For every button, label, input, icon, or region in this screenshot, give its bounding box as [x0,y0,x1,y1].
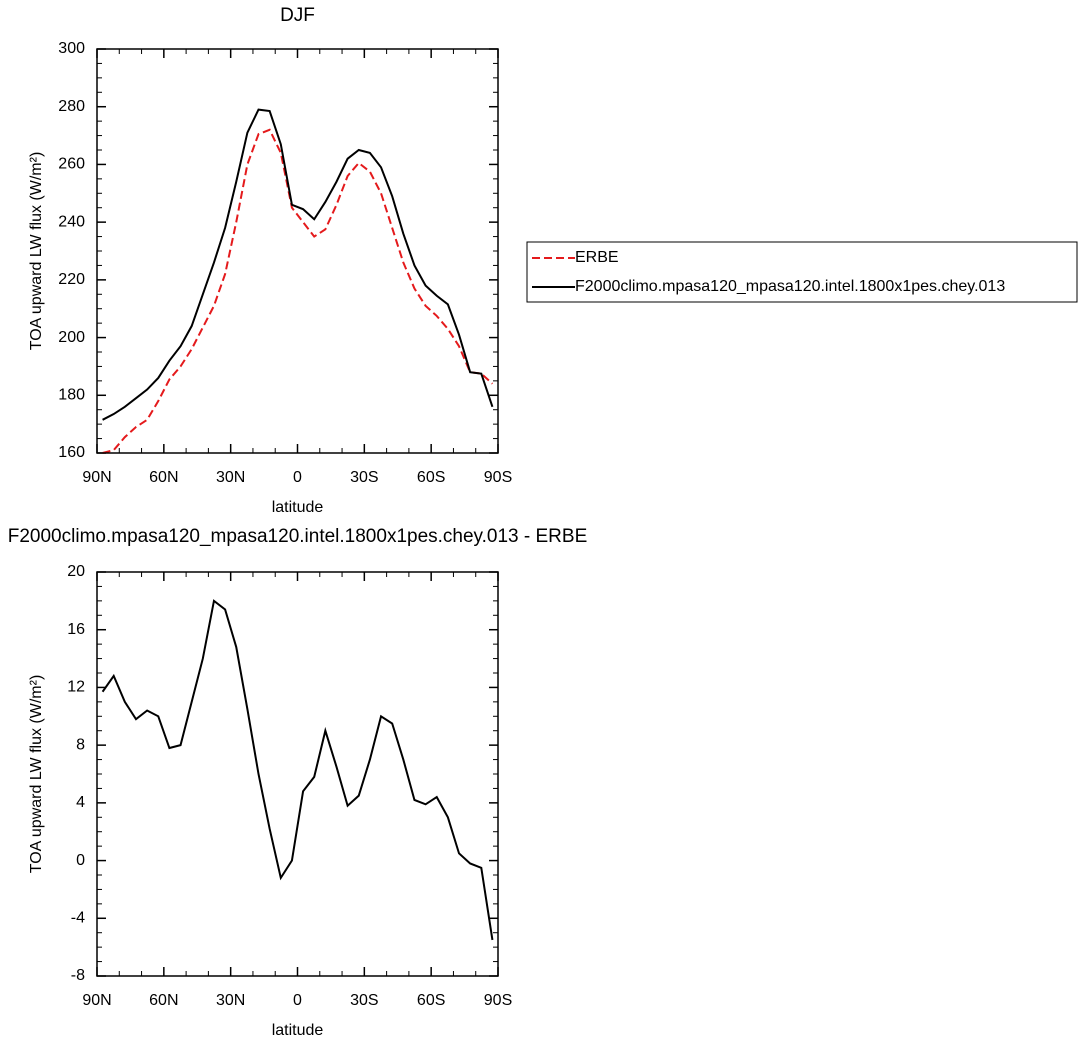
x-tick-label: 0 [293,469,302,486]
x-tick-label: 0 [293,992,302,1009]
x-axis-label: latitude [272,1022,324,1039]
chart-title: F2000climo.mpasa120_mpasa120.intel.1800x… [8,526,588,547]
x-tick-label: 30S [350,469,378,486]
y-tick-label: 8 [76,736,85,753]
legend-label: ERBE [575,249,619,266]
y-tick-label: 200 [58,329,85,346]
y-tick-label: 0 [76,852,85,869]
x-tick-label: 30N [216,992,245,1009]
x-tick-label: 90N [82,469,111,486]
series-line [101,599,494,941]
y-tick-label: 16 [67,621,85,638]
x-tick-label: 60S [417,992,445,1009]
y-tick-label: 240 [58,213,85,230]
y-tick-label: 280 [58,98,85,115]
y-tick-label: 180 [58,387,85,404]
x-tick-label: 60N [149,469,178,486]
y-tick-label: 300 [58,40,85,57]
y-tick-label: 220 [58,271,85,288]
plot-frame [96,48,499,454]
x-tick-label: 60S [417,469,445,486]
series-line [102,108,494,421]
x-tick-label: 60N [149,992,178,1009]
series-line [102,128,494,454]
y-tick-label: 4 [76,794,85,811]
chart-title: DJF [280,5,315,26]
y-tick-label: 12 [67,679,85,696]
y-tick-label: -8 [71,967,85,984]
y-tick-label: 260 [58,156,85,173]
y-tick-label: 160 [58,444,85,461]
y-axis-label: TOA upward LW flux (W/m²) [28,675,45,874]
x-axis-label: latitude [272,499,324,516]
x-tick-label: 90N [82,992,111,1009]
x-tick-label: 90S [484,469,512,486]
x-tick-label: 30S [350,992,378,1009]
legend-label: F2000climo.mpasa120_mpasa120.intel.1800x… [575,278,1005,295]
y-tick-label: -4 [71,910,85,927]
y-tick-label: 20 [67,563,85,580]
plot-frame [96,571,499,977]
legend-box [526,241,1078,303]
x-tick-label: 30N [216,469,245,486]
x-tick-label: 90S [484,992,512,1009]
y-axis-label: TOA upward LW flux (W/m²) [28,152,45,351]
